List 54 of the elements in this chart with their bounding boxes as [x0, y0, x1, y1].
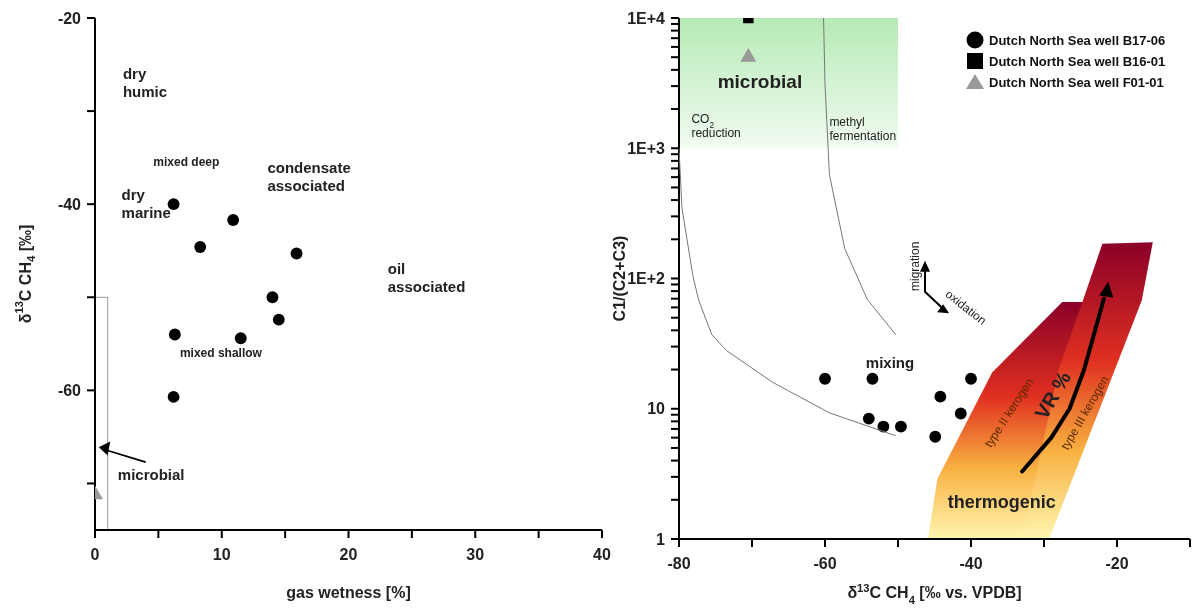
- point: [934, 390, 947, 403]
- point: [234, 332, 247, 345]
- annotation: mixing: [865, 353, 915, 371]
- annotation: dry marine: [121, 186, 171, 222]
- x-tick-label: -20: [1105, 555, 1129, 572]
- point: [194, 241, 207, 253]
- annotation: mixed deep: [153, 155, 220, 170]
- point: [862, 412, 875, 425]
- x-tick-label: -40: [959, 555, 983, 572]
- point: [167, 390, 180, 403]
- point: [266, 291, 279, 304]
- x-tick-label: -80: [667, 555, 691, 572]
- point: [965, 372, 977, 385]
- x-tick-label: 40: [593, 546, 611, 563]
- y-axis-title: C1/(C2+C3): [610, 235, 628, 322]
- x-tick-label: 10: [212, 546, 231, 563]
- annotation: oil associated: [387, 260, 466, 295]
- line-series: [823, 18, 897, 336]
- y-tick-label: 1: [656, 530, 666, 548]
- point: [929, 430, 942, 443]
- legend-label: Dutch North Sea well B16-01: [989, 53, 1166, 69]
- point: [168, 328, 181, 341]
- annotation: migration: [907, 241, 922, 292]
- point: [954, 407, 967, 420]
- y-tick-label: -60: [57, 381, 82, 399]
- annotation: thermogenic: [947, 492, 1056, 513]
- annotation: microbial: [717, 71, 803, 93]
- annotation: microbial: [117, 465, 185, 483]
- point: [290, 247, 303, 260]
- point: [819, 372, 831, 385]
- x-axis-title: δ$^{13}$C CH$_{4}$ [‰ vs. VPDB]: [847, 582, 1022, 606]
- legend-label: Dutch North Sea well F01-01: [989, 74, 1164, 90]
- annotation: mixed shallow: [179, 345, 263, 360]
- point: [895, 420, 907, 433]
- point: [272, 313, 285, 326]
- point: [740, 48, 757, 62]
- point: [866, 372, 879, 385]
- y-tick-label: 1E+3: [627, 139, 666, 157]
- y-tick-label: 1E+2: [627, 270, 666, 287]
- x-tick-label: 20: [339, 546, 358, 563]
- annotation: condensate associated: [267, 158, 351, 194]
- point: [227, 214, 240, 226]
- x-axis-title: gas wetness [%]: [286, 584, 411, 601]
- x-tick-label: 0: [90, 546, 100, 563]
- y-tick-label: 1E+4: [627, 9, 666, 27]
- x-tick-label: 30: [466, 546, 485, 563]
- y-tick-label: -20: [57, 9, 82, 27]
- y-tick-label: 10: [647, 400, 666, 418]
- x-tick-label: -60: [813, 555, 837, 572]
- annotation: methyl fermentation: [829, 114, 897, 144]
- legend-label: Dutch North Sea well B17-06: [989, 32, 1166, 48]
- annotation: dry humic: [122, 64, 168, 100]
- annotation: CO$_{2}$ reduction: [691, 111, 741, 141]
- y-tick-label: -40: [57, 195, 82, 213]
